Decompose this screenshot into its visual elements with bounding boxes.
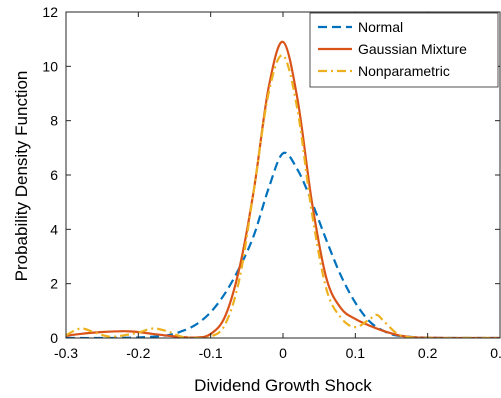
legend-label-nonparametric: Nonparametric (358, 63, 450, 79)
x-tick-label: -0.3 (54, 345, 78, 361)
legend: Normal Gaussian Mixture Nonparametric (309, 12, 499, 88)
y-tick-label: 10 (42, 58, 58, 74)
y-tick-label: 0 (50, 330, 58, 346)
x-tick-label: 0.2 (418, 345, 438, 361)
y-axis-label: Probability Density Function (12, 71, 31, 282)
y-tick-label: 2 (50, 276, 58, 292)
x-tick-label: 0 (279, 345, 287, 361)
x-axis-label: Dividend Growth Shock (194, 376, 372, 395)
x-tick-label: 0.1 (346, 345, 366, 361)
x-tick-label: 0.3 (490, 345, 501, 361)
y-tick-label: 12 (42, 4, 58, 20)
y-tick-label: 4 (50, 221, 58, 237)
series-line-normal (66, 151, 500, 338)
y-tick-label: 6 (50, 167, 58, 183)
legend-label-normal: Normal (358, 19, 403, 35)
x-tick-label: -0.1 (199, 345, 223, 361)
y-tick-label: 8 (50, 113, 58, 129)
x-tick-label: -0.2 (126, 345, 150, 361)
legend-label-gaussian-mixture: Gaussian Mixture (358, 41, 467, 57)
series-line-nonparametric (66, 54, 500, 338)
